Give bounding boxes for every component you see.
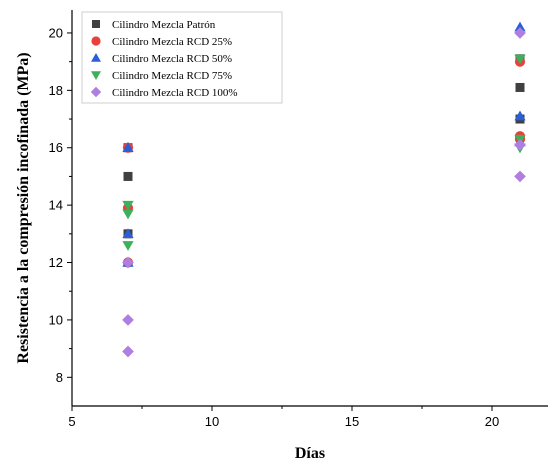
x-tick-label: 5 (68, 414, 75, 429)
legend-marker (91, 71, 101, 80)
y-tick-label: 14 (49, 198, 63, 213)
data-points (122, 21, 526, 358)
x-tick-label: 15 (345, 414, 359, 429)
legend-label: Cilindro Mezcla Patrón (112, 19, 216, 31)
legend-marker (91, 53, 101, 62)
legend-label: Cilindro Mezcla RCD 100% (112, 87, 238, 99)
x-tick-label: 20 (485, 414, 499, 429)
legend-marker (90, 86, 102, 98)
legend-label: Cilindro Mezcla RCD 75% (112, 70, 232, 82)
y-tick-label: 12 (49, 255, 63, 270)
data-point (122, 256, 134, 269)
legend-frame (81, 11, 283, 104)
legend-marker (92, 20, 100, 28)
data-point (122, 345, 134, 358)
legend-marker (91, 36, 101, 46)
data-point (514, 139, 526, 151)
y-tick-label: 20 (49, 25, 63, 40)
y-tick-label: 18 (49, 83, 63, 98)
axes (71, 10, 548, 407)
data-point (514, 27, 526, 39)
y-tick-label: 10 (49, 312, 63, 327)
legend-label: Cilindro Mezcla RCD 50% (112, 53, 232, 65)
data-point (122, 314, 134, 326)
data-point (122, 228, 134, 239)
data-point (514, 54, 526, 65)
x-tick-label: 10 (205, 414, 219, 429)
data-point (515, 82, 525, 92)
series-5 (122, 27, 526, 358)
legend-label: Cilindro Mezcla RCD 25% (112, 36, 232, 48)
y-tick-label: 8 (56, 370, 63, 385)
y-axis-title: Resistencia a la compresión incofinada (… (15, 52, 32, 363)
data-point (122, 209, 134, 220)
y-tick-label: 16 (49, 140, 63, 155)
data-point (122, 200, 134, 211)
data-point (122, 142, 134, 152)
legend: Cilindro Mezcla Patrón Cilindro Mezcla RC… (81, 11, 283, 104)
ticks: 5 10 15 20 8 10 12 14 16 18 20 (49, 25, 500, 429)
data-point (514, 110, 526, 121)
data-point (514, 21, 526, 32)
data-point (514, 170, 526, 183)
data-point (122, 241, 134, 251)
data-point (123, 171, 133, 181)
x-axis-title: Días (295, 445, 325, 462)
